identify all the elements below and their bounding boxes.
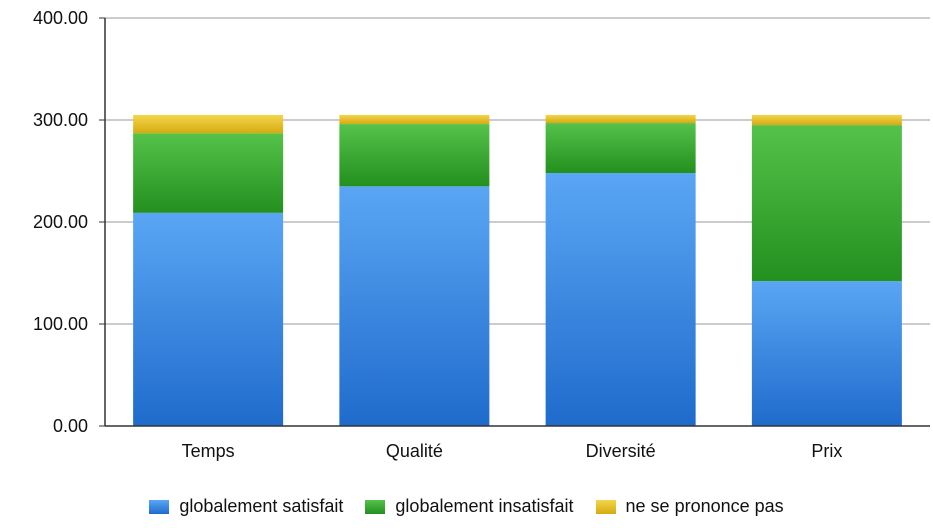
legend-swatch-unsatisfied xyxy=(365,499,386,514)
legend-label-satisfied: globalement satisfait xyxy=(179,496,344,516)
bar-diversité-series-3 xyxy=(545,114,696,124)
y-tick-label: 300.00 xyxy=(33,110,88,130)
y-tick-label: 100.00 xyxy=(33,314,88,334)
legend-swatch-no-opinion xyxy=(595,499,616,514)
legend-label-unsatisfied: globalement insatisfait xyxy=(395,496,574,516)
bars xyxy=(133,114,902,426)
bar-temps-series-3 xyxy=(133,114,284,134)
bar-diversité-series-2 xyxy=(545,123,696,174)
bar-qualité-series-1 xyxy=(339,186,490,426)
y-tick-label: 200.00 xyxy=(33,212,88,232)
y-tick-label: 0.00 xyxy=(53,416,88,436)
bar-prix-series-1 xyxy=(751,281,902,426)
bar-qualité-series-3 xyxy=(339,114,490,125)
legend-item-no-opinion: ne se prononce pas xyxy=(595,496,784,517)
legend: globalement satisfait globalement insati… xyxy=(0,496,933,517)
bar-diversité-series-1 xyxy=(545,173,696,426)
axes xyxy=(99,17,930,427)
bar-qualité-series-2 xyxy=(339,124,490,187)
x-tick-label: Diversité xyxy=(586,441,656,461)
bar-temps-series-2 xyxy=(133,133,284,213)
tick-labels: 0.00 100.00 200.00 300.00 400.00 Temps Qualité… xyxy=(33,8,842,461)
bar-prix-series-3 xyxy=(751,114,902,126)
bar-temps-series-1 xyxy=(133,212,284,426)
legend-label-no-opinion: ne se prononce pas xyxy=(625,496,784,516)
legend-swatch-satisfied xyxy=(149,499,170,514)
legend-item-satisfied: globalement satisfait xyxy=(149,496,343,517)
y-tick-label: 400.00 xyxy=(33,8,88,28)
x-tick-label: Qualité xyxy=(386,441,443,461)
legend-item-unsatisfied: globalement insatisfait xyxy=(365,496,574,517)
x-tick-label: Prix xyxy=(811,441,842,461)
bar-prix-series-2 xyxy=(751,125,902,282)
x-tick-label: Temps xyxy=(182,441,235,461)
